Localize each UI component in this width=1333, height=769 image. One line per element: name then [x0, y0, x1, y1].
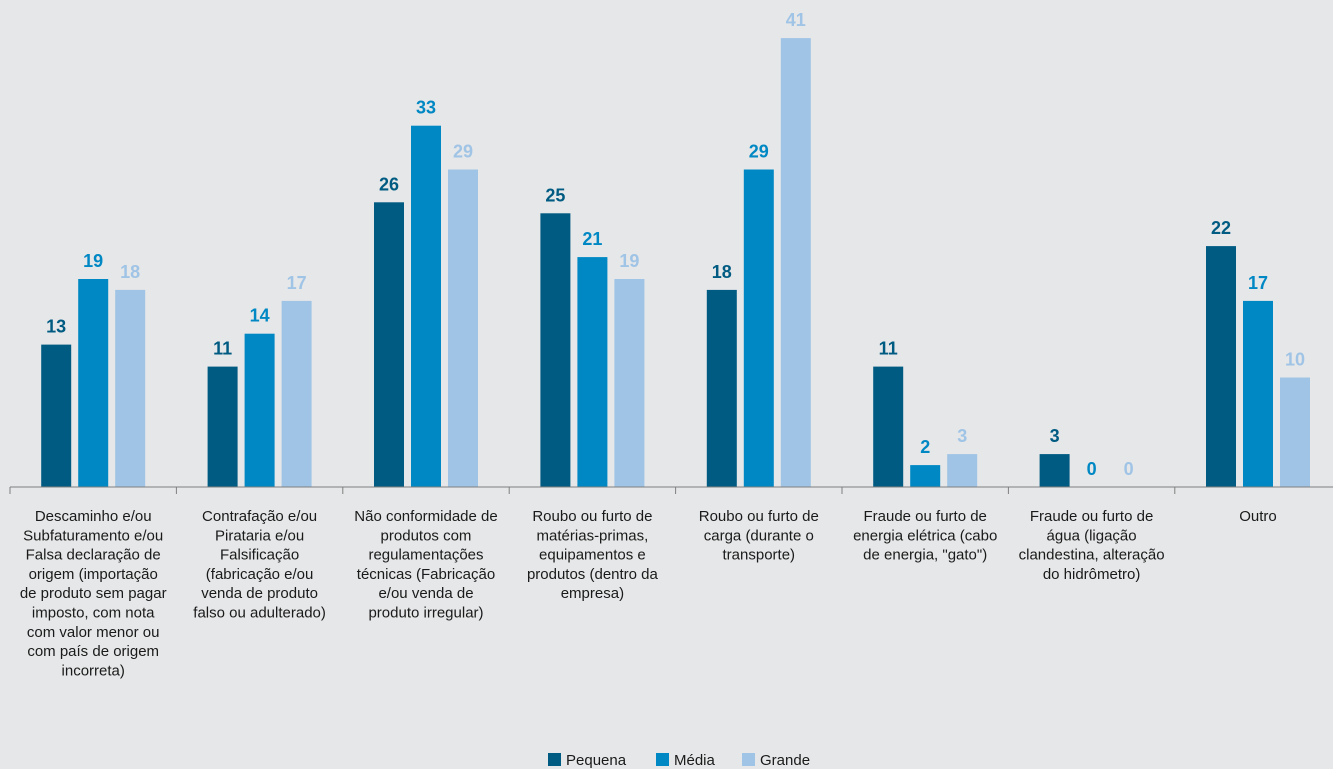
value-label-pequena-3: 25: [545, 185, 565, 205]
category-label-4: Roubo ou furto de carga (durante o transpo…: [699, 508, 819, 564]
legend-label-grande: Grande: [760, 752, 810, 769]
value-label-grande-5: 3: [957, 426, 967, 446]
value-label-pequena-6: 3: [1050, 426, 1060, 446]
value-label-grande-6: 0: [1124, 459, 1134, 479]
bar-grande-1: [281, 300, 312, 487]
value-label-grande-0: 18: [120, 262, 140, 282]
category-label-6: Fraude ou furto de água (ligação clandesti…: [1019, 508, 1165, 583]
bar-grande-2: [448, 169, 478, 487]
bar-pequena-0: [41, 344, 72, 487]
bar-mdia-7: [1243, 300, 1273, 487]
value-label-grande-1: 17: [287, 273, 307, 293]
value-label-pequena-1: 11: [213, 339, 232, 359]
bar-mdia-3: [577, 257, 608, 487]
value-label-mdia-6: 0: [1087, 459, 1097, 479]
bar-grande-7: [1280, 377, 1310, 487]
bar-grande-3: [614, 279, 645, 487]
value-label-pequena-7: 22: [1211, 218, 1231, 238]
value-label-pequena-5: 11: [879, 339, 898, 359]
category-label-7: Outro: [1239, 508, 1277, 525]
bar-grande-5: [947, 454, 978, 487]
legend-swatch-mdia: [656, 753, 669, 766]
value-label-pequena-2: 26: [379, 174, 399, 194]
value-label-mdia-7: 17: [1248, 273, 1268, 293]
bar-mdia-2: [411, 125, 441, 487]
bar-pequena-2: [374, 202, 404, 488]
value-label-mdia-1: 14: [250, 306, 270, 326]
bar-pequena-5: [873, 366, 904, 487]
legend-label-pequena: Pequena: [566, 752, 627, 769]
bars-layer: [41, 38, 1310, 488]
value-label-grande-7: 10: [1285, 350, 1305, 370]
value-label-mdia-3: 21: [582, 229, 602, 249]
bar-pequena-3: [540, 213, 571, 488]
value-label-pequena-0: 13: [46, 317, 66, 337]
category-label-2: Não conformidade de produtos com regulamen…: [354, 508, 497, 622]
bar-pequena-7: [1206, 246, 1236, 487]
bar-mdia-5: [910, 465, 941, 487]
category-label-0: Descaminho e/ou Subfaturamento e/ou Falsa …: [20, 508, 167, 679]
legend-swatch-grande: [742, 753, 755, 766]
bar-pequena-1: [207, 366, 238, 487]
value-label-grande-3: 19: [619, 251, 639, 271]
bar-mdia-0: [78, 279, 109, 487]
category-label-1: Contrafação e/ou Pirataria e/ou Falsificaç…: [193, 508, 326, 622]
value-label-pequena-4: 18: [712, 262, 732, 282]
legend: Pequena Média Grande: [548, 752, 810, 769]
value-label-mdia-0: 19: [83, 251, 103, 271]
bar-grande-0: [115, 289, 146, 487]
value-label-mdia-5: 2: [920, 437, 930, 457]
value-label-grande-2: 29: [453, 142, 473, 162]
category-label-3: Roubo ou furto de matérias-primas, equipam…: [527, 508, 659, 602]
legend-label-mdia: Média: [674, 752, 716, 769]
bar-pequena-6: [1039, 454, 1070, 487]
value-label-mdia-4: 29: [749, 142, 769, 162]
bar-grande-4: [780, 38, 811, 487]
bar-mdia-1: [244, 333, 275, 487]
value-label-grande-4: 41: [786, 10, 806, 30]
value-label-mdia-2: 33: [416, 98, 436, 118]
x-axis: [9, 486, 1333, 494]
bar-pequena-4: [706, 289, 737, 487]
legend-swatch-pequena: [548, 753, 561, 766]
category-label-5: Fraude ou furto de energia elétrica (cabo…: [853, 508, 997, 564]
category-labels-layer: Descaminho e/ou Subfaturamento e/ou Falsa …: [20, 508, 1277, 679]
bar-mdia-4: [743, 169, 774, 487]
